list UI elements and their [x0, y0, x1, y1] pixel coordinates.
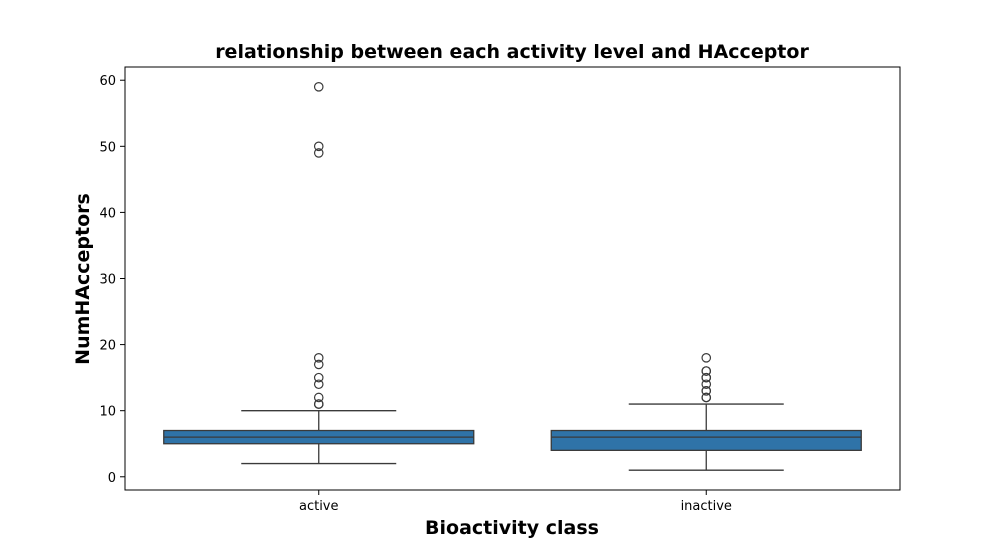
y-axis-label: NumHAcceptors — [72, 193, 94, 365]
x-tick-label-active: active — [299, 499, 339, 514]
outlier-point — [701, 372, 712, 383]
outlier-point — [313, 82, 324, 92]
y-tick-label: 20 — [99, 339, 116, 354]
outlier-point — [701, 353, 712, 363]
outlier-point — [701, 386, 712, 396]
outlier-point — [313, 141, 324, 152]
outlier-point — [313, 353, 324, 363]
iqr-box — [550, 429, 862, 451]
plot-area — [163, 82, 862, 471]
outlier-point — [313, 392, 324, 403]
box-inactive — [550, 353, 862, 471]
x-tick-label-inactive: inactive — [681, 499, 732, 514]
box-active — [163, 82, 475, 465]
outlier-point — [313, 379, 324, 390]
y-tick-label: 40 — [99, 206, 116, 221]
outlier-point — [313, 148, 324, 158]
y-tick-label: 60 — [99, 74, 116, 89]
y-tick-label: 10 — [99, 405, 116, 420]
outlier-point — [701, 392, 712, 403]
outlier-point — [313, 372, 324, 383]
outlier-point — [701, 379, 712, 390]
y-axis-ticks: 0 10 20 30 40 50 60 — [99, 74, 125, 486]
outlier-point — [313, 359, 324, 370]
y-tick-label: 0 — [108, 471, 116, 486]
y-tick-label: 50 — [99, 140, 116, 155]
x-axis-label: Bioactivity class — [425, 517, 599, 539]
outlier-point — [701, 366, 712, 376]
x-axis-ticks: active inactive — [299, 490, 732, 514]
plot-frame — [124, 66, 901, 491]
chart-title: relationship between each activity level… — [215, 41, 809, 63]
outlier-point — [313, 399, 324, 409]
y-tick-label: 30 — [99, 273, 116, 288]
